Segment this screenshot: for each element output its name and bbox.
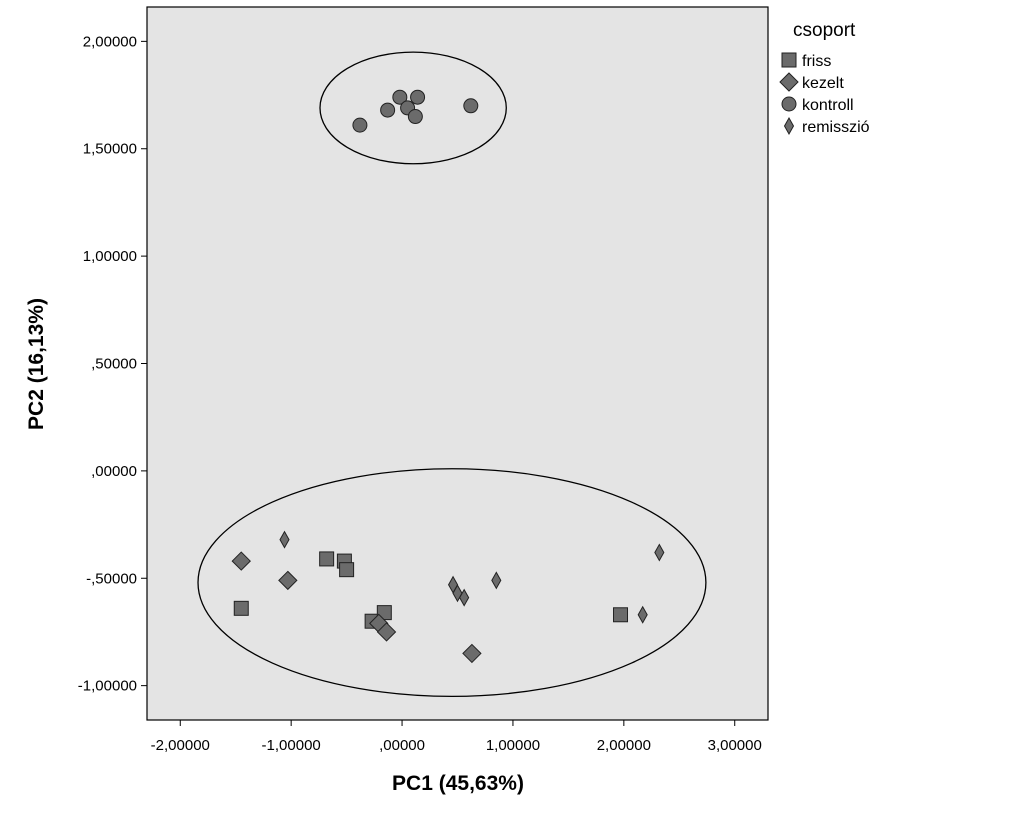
circle-data-point: [407, 109, 423, 125]
series-friss: [233, 551, 629, 629]
legend-items: friss kezelt kontroll remisszió: [779, 52, 870, 136]
legend-label: friss: [802, 53, 831, 70]
circle-data-point: [392, 89, 408, 105]
x-tick-label: ,00000: [379, 737, 425, 754]
x-tick-label: 1,00000: [486, 737, 540, 754]
x-axis: -2,00000 -1,00000 ,00000 1,00000 2,00000 3,00…: [151, 720, 762, 754]
square-data-point: [233, 600, 249, 616]
x-tick-label: 2,00000: [597, 737, 651, 754]
y-axis: 2,00000 1,50000 1,00000 ,50000 ,00000 -,50000…: [78, 33, 147, 695]
y-tick-label: ,00000: [91, 463, 137, 480]
legend-circle-icon: [781, 96, 797, 112]
x-tick-label: -1,00000: [262, 737, 321, 754]
thin-diamond-data-point: [279, 530, 290, 549]
cluster-ellipses: [197, 51, 707, 698]
legend-label: remisszió: [802, 119, 870, 136]
legend-item-kezelt: kezelt: [779, 72, 844, 92]
y-tick-label: 1,50000: [83, 141, 137, 158]
circle-data-point: [352, 117, 368, 133]
circle-data-point: [380, 102, 396, 118]
y-tick-label: -,50000: [86, 570, 137, 587]
y-tick-label: -1,00000: [78, 678, 137, 695]
x-tick-label: -2,00000: [151, 737, 210, 754]
y-axis-title: PC2 (16,13%): [25, 298, 48, 430]
x-tick-label: 3,00000: [708, 737, 762, 754]
series-kezelt: [231, 551, 482, 664]
series-kontroll: [352, 89, 479, 133]
legend-item-kontroll: kontroll: [781, 96, 854, 114]
circle-data-point: [463, 98, 479, 114]
square-data-point: [339, 562, 355, 578]
series-remisszió: [279, 530, 665, 624]
legend-label: kezelt: [802, 75, 844, 92]
legend: csoport friss kezelt kontroll remisszió: [779, 20, 870, 136]
y-tick-label: ,50000: [91, 356, 137, 373]
legend-diamond-icon: [779, 72, 799, 92]
y-tick-label: 1,00000: [83, 248, 137, 265]
legend-thin-diamond-icon: [783, 116, 795, 136]
circle-data-point: [410, 89, 426, 105]
cluster-ellipse-2: [197, 468, 707, 698]
y-tick-label: 2,00000: [83, 33, 137, 50]
square-data-point: [613, 607, 629, 623]
diamond-data-point: [462, 643, 482, 664]
thin-diamond-data-point: [459, 588, 470, 607]
legend-item-friss: friss: [781, 52, 831, 70]
diamond-data-point: [278, 570, 298, 591]
thin-diamond-data-point: [654, 543, 665, 562]
legend-square-icon: [781, 52, 797, 68]
legend-title: csoport: [793, 20, 856, 41]
thin-diamond-data-point: [491, 571, 502, 590]
square-data-point: [319, 551, 335, 567]
diamond-data-point: [376, 622, 397, 642]
diamond-data-point: [231, 551, 251, 571]
legend-item-remisszió: remisszió: [783, 116, 870, 136]
legend-label: kontroll: [802, 97, 854, 114]
data-points: [231, 89, 665, 664]
x-axis-title: PC1 (45,63%): [392, 772, 524, 795]
cluster-ellipse-1: [319, 51, 507, 165]
thin-diamond-data-point: [637, 605, 648, 624]
